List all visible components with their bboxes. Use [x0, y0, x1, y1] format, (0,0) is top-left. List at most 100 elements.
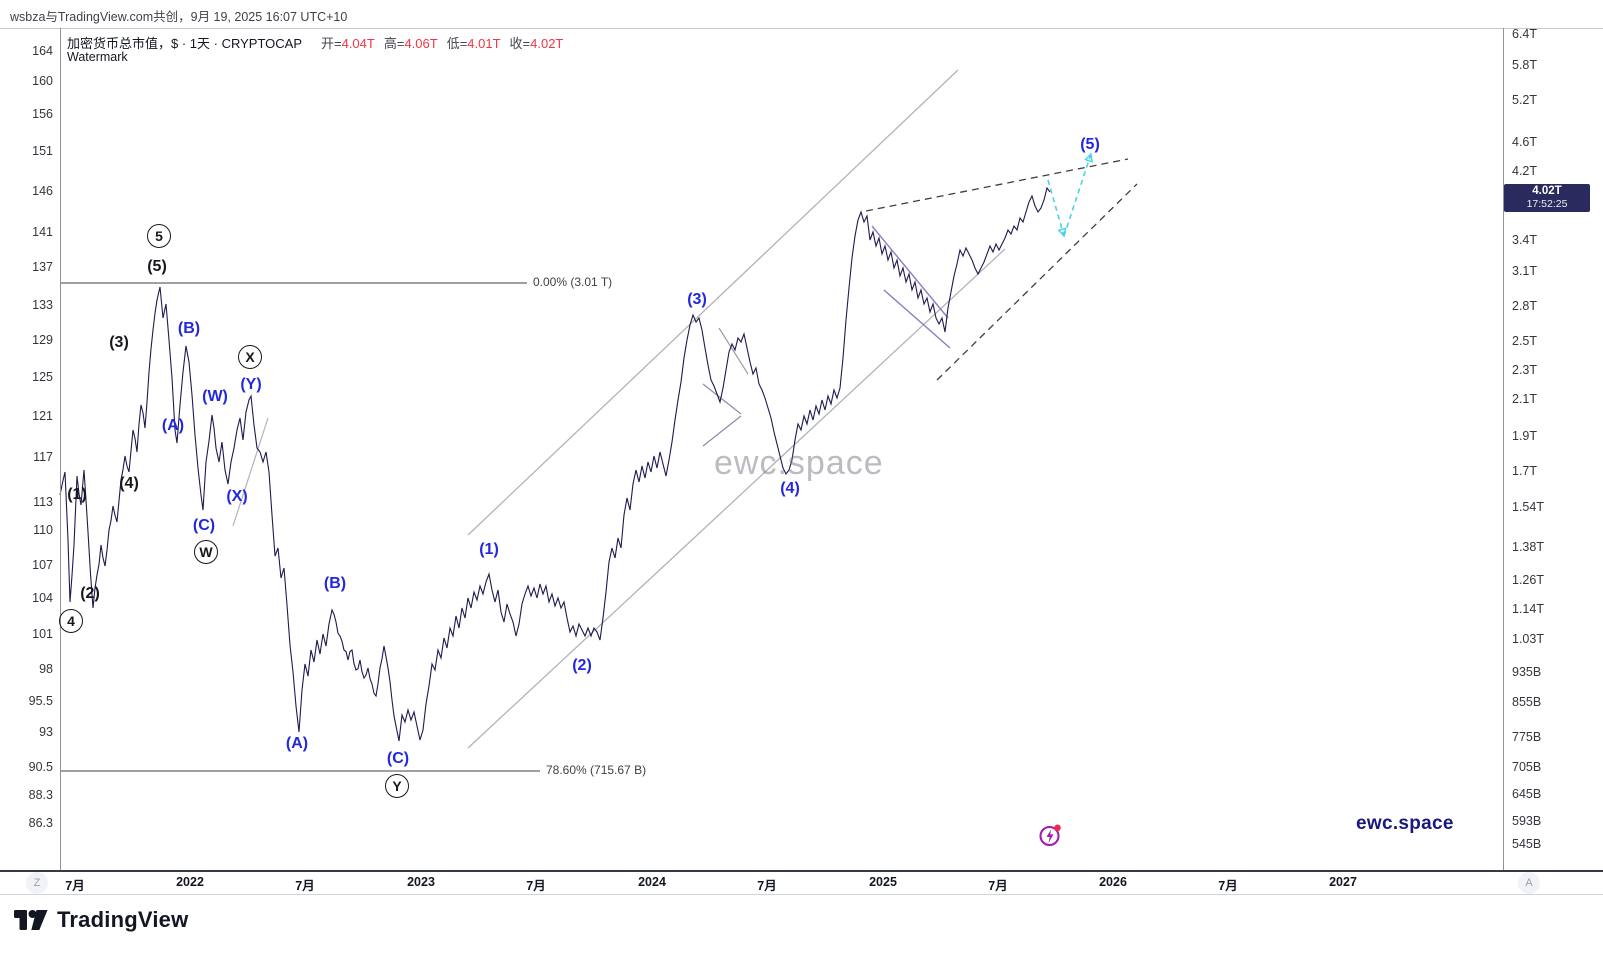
timezone-button[interactable]: Z	[26, 872, 48, 894]
wave-label: (1)	[479, 541, 499, 558]
wave-label: (4)	[119, 475, 139, 492]
footer-bar: TradingView	[0, 896, 1603, 957]
right-axis-tick: 4.2T	[1512, 164, 1538, 178]
wave-label: (C)	[192, 517, 216, 534]
plot-top-border	[0, 28, 1603, 29]
trendline	[232, 417, 269, 527]
fib-level-label: 0.00% (3.01 T)	[533, 275, 613, 289]
wave-label: (5)	[147, 258, 167, 275]
circled-wave-label: Y	[385, 774, 409, 798]
right-axis-tick: 1.14T	[1512, 602, 1544, 616]
right-axis-border	[1503, 28, 1504, 871]
fib-level-label: 78.60% (715.67 B)	[546, 763, 647, 777]
circled-wave-label: 4	[59, 609, 83, 633]
left-axis-tick: 141	[32, 225, 53, 239]
circled-wave-label: 5	[147, 224, 171, 248]
indicator-legend[interactable]: Watermark	[67, 50, 128, 64]
ohlc-label: 高=	[383, 36, 405, 51]
wave-label: (4)	[780, 480, 800, 497]
left-axis-tick: 129	[32, 333, 53, 347]
left-axis-tick: 146	[32, 184, 53, 198]
countdown-timer: 17:52:25	[1526, 198, 1568, 210]
left-axis-tick: 156	[32, 107, 53, 121]
right-price-scale[interactable]: 6.4T 5.8T 5.2T 4.6T 4.2T 3.4T 3.1T 2.8T 2.5T 2.3T…	[1504, 0, 1603, 871]
left-axis-tick: 88.3	[28, 788, 53, 802]
right-axis-tick: 705B	[1512, 760, 1542, 774]
ohlc-label: 收=	[509, 36, 531, 51]
time-axis-tick: 2027	[1329, 875, 1357, 889]
time-axis-tick: 2024	[638, 875, 666, 889]
time-axis-tick: 2025	[869, 875, 897, 889]
trendline	[702, 415, 742, 447]
right-axis-tick: 4.6T	[1512, 135, 1538, 149]
right-axis-tick: 1.03T	[1512, 632, 1544, 646]
trendline	[467, 248, 1006, 749]
right-axis-tick: 593B	[1512, 814, 1542, 828]
autoscale-button[interactable]: A	[1518, 872, 1540, 894]
right-axis-tick: 3.1T	[1512, 264, 1538, 278]
time-axis-tick: 2022	[176, 875, 204, 889]
left-axis-tick: 101	[32, 627, 53, 641]
ohlc-value: 4.06T	[404, 36, 438, 51]
left-price-scale[interactable]: 164 160 156 151 146 141 137 133 129 125 121 117 113 1…	[0, 0, 60, 871]
wave-label: (W)	[202, 388, 228, 405]
ohlc-label: 开=	[321, 36, 342, 51]
right-axis-tick: 855B	[1512, 695, 1542, 709]
wave-label: (A)	[161, 417, 185, 434]
right-axis-tick: 545B	[1512, 837, 1542, 851]
time-axis-tick: 7月	[295, 879, 315, 893]
projection-arrowhead	[1084, 152, 1093, 163]
right-axis-tick: 1.26T	[1512, 573, 1544, 587]
time-scale[interactable]: Z 7月 2022 7月 2023 7月 2024 7月 2025 7月 2026 7月 2027 A	[0, 872, 1603, 894]
right-axis-tick: 1.7T	[1512, 464, 1538, 478]
right-axis-tick: 2.5T	[1512, 334, 1538, 348]
time-axis-tick: 7月	[757, 879, 777, 893]
right-axis-tick: 935B	[1512, 665, 1542, 679]
wave-label: (3)	[687, 291, 707, 308]
wave-label: (2)	[80, 585, 100, 602]
wave-label: (X)	[226, 488, 248, 505]
wave-label: (3)	[109, 334, 129, 351]
chart-canvas[interactable]	[0, 0, 1603, 895]
left-axis-tick: 137	[32, 260, 53, 274]
right-axis-tick: 3.4T	[1512, 233, 1538, 247]
wave-label: (2)	[572, 657, 592, 674]
right-axis-tick: 1.9T	[1512, 429, 1538, 443]
ohlc-label: 低=	[446, 36, 468, 51]
projection-arrow	[1047, 179, 1065, 237]
right-axis-tick: 1.38T	[1512, 540, 1544, 554]
trendline	[883, 289, 951, 349]
right-axis-tick: 645B	[1512, 787, 1542, 801]
right-axis-tick: 1.54T	[1512, 500, 1544, 514]
price-line-series	[59, 186, 1051, 742]
ohlc-values: 开=4.04T 高=4.06T 低=4.01T 收=4.02T	[312, 36, 563, 51]
right-axis-tick: 2.8T	[1512, 299, 1538, 313]
left-axis-tick: 125	[32, 370, 53, 384]
ohlc-value: 4.04T	[341, 36, 375, 51]
left-axis-tick: 133	[32, 298, 53, 312]
trendline	[718, 327, 749, 375]
symbol-legend[interactable]: 加密货币总市值，$ · 1天 · CRYPTOCAP 开=4.04T 高=4.06T…	[67, 33, 563, 52]
tradingview-logo[interactable]: TradingView	[14, 907, 188, 933]
time-axis-border	[0, 870, 1603, 872]
left-axis-tick: 98	[39, 662, 53, 676]
right-axis-tick: 5.2T	[1512, 93, 1538, 107]
trendline	[871, 225, 949, 319]
footer-separator	[0, 894, 1603, 895]
left-axis-tick: 104	[32, 591, 53, 605]
dashed-trendline	[936, 183, 1138, 381]
left-axis-tick: 117	[33, 450, 53, 464]
left-axis-tick: 90.5	[28, 760, 53, 774]
wave-label: (5)	[1080, 136, 1100, 153]
trendline	[702, 383, 742, 415]
right-axis-tick: 775B	[1512, 730, 1542, 744]
time-axis-tick: 7月	[988, 879, 1008, 893]
tradingview-logo-text: TradingView	[57, 907, 189, 932]
attribution-text: wsbza与TradingView.com共创，9月 19, 2025 16:0…	[10, 10, 348, 24]
wave-label: (B)	[177, 320, 201, 337]
symbol-title[interactable]: 加密货币总市值，$ · 1天 · CRYPTOCAP	[67, 36, 302, 51]
projection-arrow	[1063, 153, 1092, 237]
left-axis-tick: 121	[32, 409, 53, 423]
right-axis-tick: 2.1T	[1512, 392, 1538, 406]
